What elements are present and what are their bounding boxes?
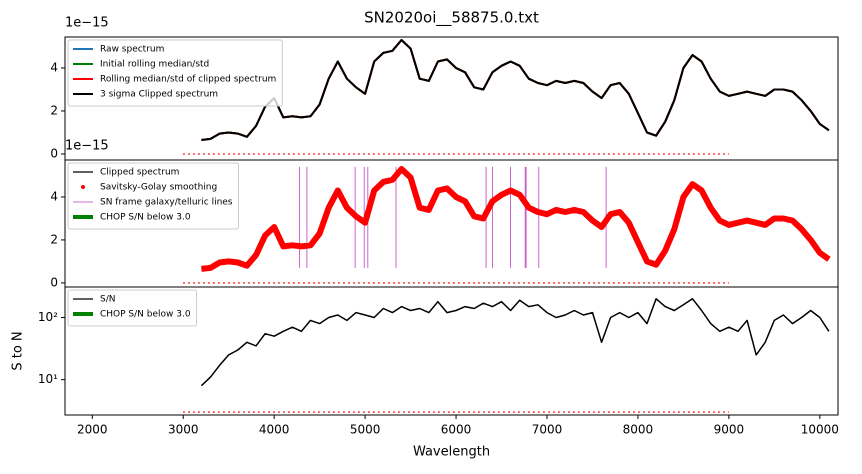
legend-label: Rolling median/std of clipped spectrum (100, 75, 276, 85)
panel: 10¹ 10² 2000 3000 4000 5000 6000 7000 8000 9000 10… (11, 286, 839, 460)
x-tick-label: 6000 (441, 423, 472, 437)
legend-label: S/N (100, 295, 115, 305)
offset-text: 1e−15 (65, 16, 109, 31)
legend-label: 3 sigma Clipped spectrum (100, 90, 218, 100)
legend-label: CHOP S/N below 3.0 (100, 213, 191, 223)
x-tick-label: 5000 (350, 423, 381, 437)
legend-label: Initial rolling median/std (100, 60, 209, 70)
offset-text: 1e−15 (65, 139, 109, 154)
x-tick-label: 7000 (532, 423, 563, 437)
y-tick-label: 10² (38, 310, 58, 324)
x-tick-label: 9000 (714, 423, 745, 437)
plot-area (183, 298, 830, 413)
y-tick-label: 0 (50, 146, 58, 160)
y-axis-label: S to N (11, 331, 26, 370)
panel: 1e−15 0 2 4 Clipped spectrum Savitsky-Golay s… (50, 139, 839, 289)
plot-area (183, 166, 831, 284)
legend-box (67, 289, 198, 327)
y-tick-label: 0 (50, 275, 58, 289)
chart-title: SN2020oi__58875.0.txt (364, 9, 539, 28)
series-line (201, 166, 831, 272)
series-line (200, 298, 830, 387)
legend-label: Clipped spectrum (100, 168, 179, 178)
panel: SN2020oi__58875.0.txt 1e−15 0 2 4 Raw spectru… (50, 9, 839, 161)
legend-box (67, 39, 283, 107)
x-axis-label: Wavelength (413, 445, 490, 460)
legend-label: Savitsky-Golay smoothing (100, 183, 217, 193)
legend-label: SN frame galaxy/telluric lines (100, 198, 233, 208)
x-tick-label: 3000 (168, 423, 199, 437)
series-line (201, 39, 830, 141)
legend: Clipped spectrum Savitsky-Golay smoothing… (67, 162, 239, 230)
plot-area (183, 39, 830, 155)
x-tick-label: 10000 (801, 423, 839, 437)
legend-box (67, 162, 239, 230)
x-tick-label: 2000 (77, 423, 108, 437)
series-line (201, 168, 830, 270)
legend-swatch (81, 185, 85, 189)
y-tick-label: 4 (50, 189, 58, 203)
x-tick-label: 4000 (259, 423, 290, 437)
series-line (201, 39, 830, 141)
legend: S/N CHOP S/N below 3.0 (67, 289, 198, 327)
series-line (201, 39, 830, 141)
axes-frame (64, 286, 839, 416)
legend-label: CHOP S/N below 3.0 (100, 310, 191, 320)
y-tick-label: 2 (50, 232, 58, 246)
y-tick-label: 10¹ (38, 372, 58, 386)
legend: Raw spectrum Initial rolling median/std Ro… (67, 39, 283, 107)
y-tick-label: 2 (50, 103, 58, 117)
y-tick-label: 4 (50, 60, 58, 74)
legend-label: Raw spectrum (100, 45, 164, 55)
x-tick-label: 8000 (623, 423, 654, 437)
series-line (201, 39, 830, 141)
